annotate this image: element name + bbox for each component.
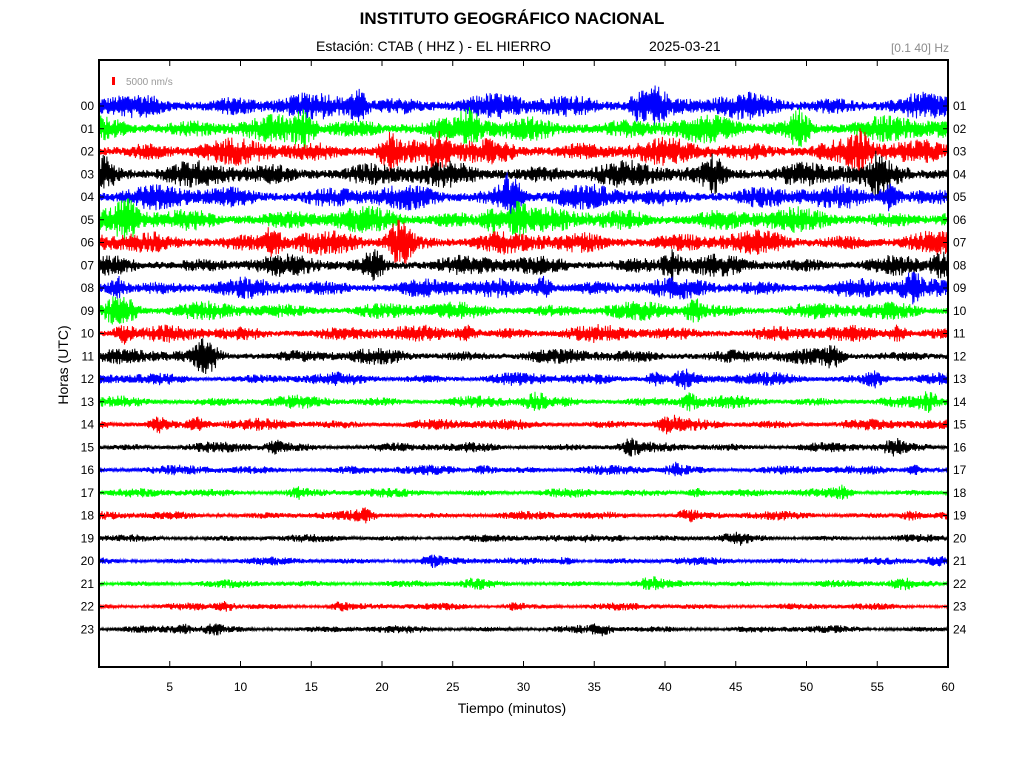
trace-hour-19 [98,531,949,546]
hour-label-right: 06 [953,213,967,227]
trace-hour-06 [98,219,949,265]
hour-label-left: 09 [81,304,95,318]
trace-hour-04 [98,172,949,223]
hour-label-right: 10 [953,304,967,318]
trace-hour-21 [98,576,949,591]
trace-hour-17 [98,484,949,500]
hour-label-left: 21 [81,577,95,591]
hour-label-left: 12 [81,372,95,386]
hour-label-right: 23 [953,600,967,614]
hour-label-left: 23 [81,622,95,636]
seismic-traces [98,85,949,637]
hour-label-left: 05 [81,213,95,227]
filter-band-label: [0.1 40] Hz [890,41,949,55]
hour-label-left: 04 [81,190,95,204]
hour-label-left: 06 [81,236,95,250]
hour-label-left: 19 [81,531,95,545]
hour-label-left: 11 [82,349,95,363]
hour-label-left: 20 [81,554,95,568]
trace-hour-12 [98,368,949,390]
amplitude-scale: 5000 nm/s [112,77,173,88]
hour-label-right: 13 [953,372,967,386]
trace-hour-15 [98,437,949,457]
hour-label-left: 16 [81,463,95,477]
trace-hour-23 [98,623,949,637]
trace-hour-20 [98,554,949,569]
hour-label-right: 18 [953,486,967,500]
scale-bar [112,77,115,85]
hour-label-left: 03 [81,167,95,181]
hour-label-left: 01 [81,122,95,136]
hour-label-right: 17 [953,463,967,477]
station-label: Estación: CTAB ( HHZ ) - EL HIERRO [316,38,551,54]
hour-label-left: 00 [81,99,95,113]
trace-hour-09 [98,296,949,325]
trace-hour-03 [98,150,949,198]
x-tick-label: 20 [375,680,389,694]
hour-label-right: 04 [953,167,967,181]
x-tick-label: 5 [166,680,173,694]
trace-hour-07 [98,249,949,281]
hour-label-right: 15 [953,418,967,432]
x-tick-label: 50 [800,680,814,694]
x-tick-label: 25 [446,680,460,694]
hour-label-left: 02 [81,145,95,159]
hour-label-left: 07 [81,258,95,272]
trace-hour-10 [98,323,949,345]
trace-hour-18 [98,507,949,524]
hour-label-right: 19 [953,509,967,523]
hour-label-left: 08 [81,281,95,295]
hour-label-left: 18 [81,509,95,523]
trace-hour-01 [98,107,949,151]
hour-label-right: 16 [953,440,967,454]
hour-label-left: 13 [81,395,95,409]
trace-hour-16 [98,461,949,477]
hour-label-right: 01 [953,99,967,113]
trace-hour-14 [98,414,949,435]
hour-label-left: 10 [81,327,95,341]
x-tick-label: 45 [729,680,743,694]
hour-label-right: 05 [953,190,967,204]
hour-label-left: 15 [81,440,95,454]
hour-label-right: 02 [953,122,967,136]
hour-label-right: 11 [953,327,966,341]
trace-hour-02 [98,128,949,175]
trace-hour-05 [98,198,949,243]
hour-label-right: 20 [953,531,967,545]
hour-label-left: 14 [81,418,95,432]
hour-label-left: 22 [81,600,95,614]
x-tick-label: 15 [305,680,319,694]
trace-hour-13 [98,391,949,413]
x-tick-label: 55 [871,680,885,694]
trace-hour-11 [98,338,949,375]
date-label: 2025-03-21 [649,38,721,54]
axis-ticks: 00 01 02 03 04 05 06 07 08 09 10 11 12 13 14 15 16 17 18 19… [81,60,967,694]
hour-label-right: 12 [953,349,967,363]
hour-label-right: 03 [953,145,967,159]
x-tick-label: 10 [234,680,248,694]
chart-title: INSTITUTO GEOGRÁFICO NACIONAL [359,9,665,28]
trace-hour-08 [98,271,949,305]
x-tick-label: 40 [658,680,672,694]
scale-label: 5000 nm/s [126,77,173,88]
hour-label-right: 14 [953,395,967,409]
hour-label-right: 09 [953,281,967,295]
x-tick-label: 30 [517,680,531,694]
trace-hour-22 [98,600,949,612]
hour-label-right: 08 [953,258,967,272]
x-tick-label: 60 [941,680,955,694]
hour-label-right: 07 [953,236,967,250]
x-axis-label: Tiempo (minutos) [457,700,567,716]
hour-label-right: 22 [953,577,967,591]
x-tick-label: 35 [588,680,602,694]
trace-hour-00 [98,85,949,127]
hour-label-left: 17 [81,486,95,500]
hour-label-right: 21 [953,554,967,568]
hour-label-right: 24 [953,622,967,636]
